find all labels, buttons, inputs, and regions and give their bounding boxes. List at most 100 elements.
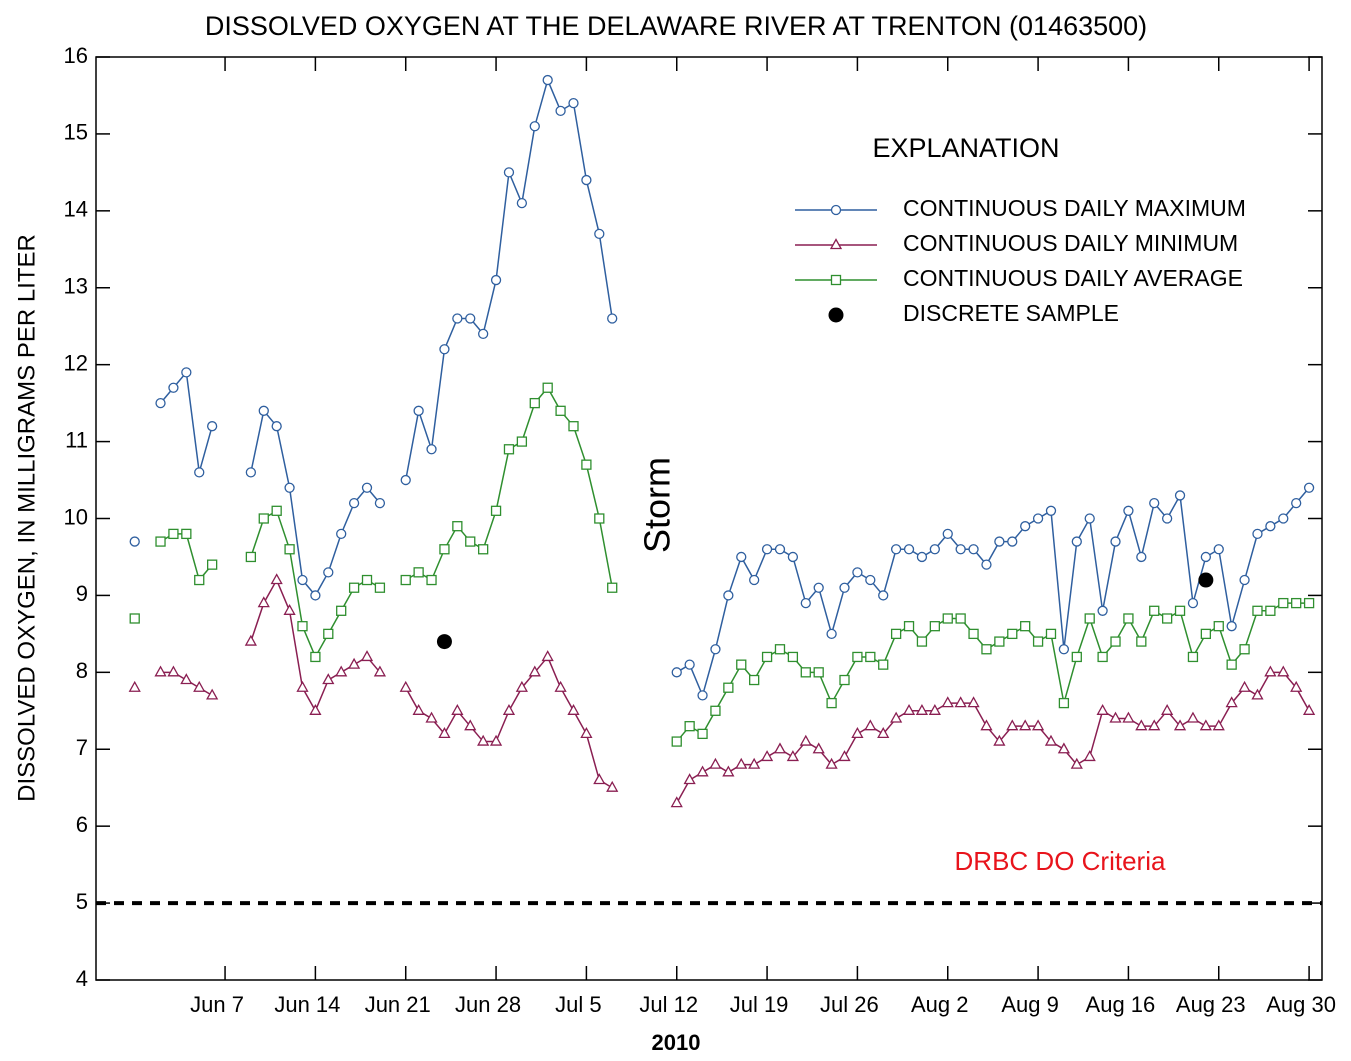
data-point: [606, 780, 619, 792]
data-point: [515, 680, 528, 692]
data-point: [1161, 703, 1174, 715]
data-point: [412, 703, 425, 715]
data-point: [839, 674, 850, 686]
x-tick-label: Jul 12: [639, 992, 698, 1017]
data-point: [1226, 659, 1237, 670]
data-point: [567, 703, 580, 715]
data-point: [709, 757, 722, 769]
data-point: [826, 697, 837, 709]
data-point: [813, 582, 824, 593]
data-point: [465, 536, 476, 547]
data-point: [1032, 636, 1044, 647]
data-point: [490, 274, 502, 286]
data-point: [683, 773, 696, 785]
data-point: [400, 474, 411, 486]
data-point: [436, 634, 452, 650]
data-point: [1186, 711, 1200, 723]
data-point: [348, 497, 360, 509]
data-point: [1058, 697, 1070, 709]
data-point: [942, 613, 953, 624]
data-point: [799, 734, 812, 746]
data-point: [478, 544, 489, 555]
legend-marker: [830, 274, 842, 286]
data-point: [1109, 711, 1122, 723]
data-point: [155, 536, 166, 547]
reference-label: DRBC DO Criteria: [955, 846, 1166, 876]
data-point: [812, 742, 825, 754]
data-point: [1277, 665, 1290, 677]
data-point: [541, 650, 554, 662]
data-point: [710, 644, 721, 655]
data-point: [865, 574, 876, 586]
data-point: [129, 536, 140, 547]
data-point: [413, 405, 424, 416]
data-point: [916, 636, 928, 647]
data-point: [180, 673, 193, 685]
legend-label: CONTINUOUS DAILY MAXIMUM: [903, 195, 1246, 221]
x-tick-label: Aug 23: [1176, 992, 1246, 1017]
data-point: [594, 228, 605, 240]
data-point: [761, 651, 773, 663]
storm-annotation: Storm: [637, 457, 678, 553]
data-point: [168, 528, 179, 540]
data-point: [825, 757, 838, 769]
data-point: [1122, 711, 1135, 723]
data-point: [438, 727, 451, 739]
data-point: [1161, 613, 1173, 624]
data-point: [297, 621, 308, 632]
data-point: [670, 796, 683, 808]
data-point: [981, 644, 992, 655]
data-point: [245, 551, 257, 563]
data-point: [1110, 636, 1121, 647]
data-point: [1135, 719, 1148, 731]
data-point: [503, 444, 515, 455]
data-point: [1252, 528, 1263, 540]
y-tick-label: 4: [76, 966, 88, 991]
data-point: [1110, 536, 1121, 547]
data-point: [1057, 742, 1070, 754]
data-point: [310, 651, 321, 663]
data-point: [1239, 574, 1250, 586]
data-point: [1252, 605, 1263, 616]
data-point: [1096, 703, 1109, 715]
data-point: [181, 367, 192, 378]
data-point: [916, 551, 928, 563]
y-tick-label: 15: [64, 120, 88, 145]
data-point: [760, 750, 774, 762]
legend-title: EXPLANATION: [872, 133, 1059, 163]
data-point: [1225, 696, 1238, 708]
data-point: [1020, 621, 1031, 632]
data-point: [800, 597, 811, 609]
data-point: [994, 536, 1005, 547]
data-point: [1019, 719, 1032, 731]
data-point: [1213, 621, 1224, 632]
data-point: [465, 313, 476, 324]
legend-label: CONTINUOUS DAILY AVERAGE: [903, 265, 1243, 291]
series-line: [159, 77, 1310, 698]
data-point: [336, 605, 347, 616]
data-point: [696, 765, 709, 777]
data-point: [1265, 521, 1276, 532]
x-tick-label: Aug 9: [1001, 992, 1059, 1017]
data-point: [594, 513, 605, 524]
data-point: [361, 574, 373, 586]
data-point: [399, 680, 412, 692]
data-point: [852, 567, 863, 578]
data-point: [348, 582, 360, 593]
data-point: [1045, 628, 1057, 640]
data-point: [1187, 651, 1199, 663]
x-tick-label: Jul 19: [730, 992, 789, 1017]
data-point: [374, 582, 386, 593]
data-point: [503, 167, 515, 178]
data-point: [516, 436, 528, 447]
data-point: [774, 644, 786, 655]
legend-label: DISCRETE SAMPLE: [903, 300, 1119, 326]
data-point: [426, 444, 437, 455]
data-point: [206, 559, 218, 570]
data-point: [1123, 505, 1134, 516]
data-point: [968, 628, 979, 640]
data-point: [774, 544, 786, 555]
data-point: [980, 719, 993, 731]
data-point: [1149, 497, 1160, 509]
